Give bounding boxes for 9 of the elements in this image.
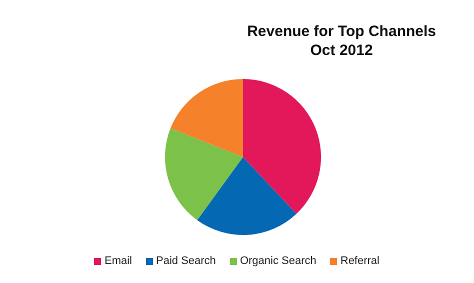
pie-slice [243, 79, 321, 214]
legend-label: Email [103, 255, 132, 267]
pie-slice [170, 79, 243, 157]
pie-slice [197, 157, 296, 235]
legend-label: Organic Search [238, 255, 316, 267]
pie-slice [165, 128, 243, 220]
legend-label: Referral [339, 255, 380, 267]
chart-title: Revenue for Top Channels Oct 2012 [247, 22, 436, 60]
legend-label: Paid Search [155, 255, 216, 267]
